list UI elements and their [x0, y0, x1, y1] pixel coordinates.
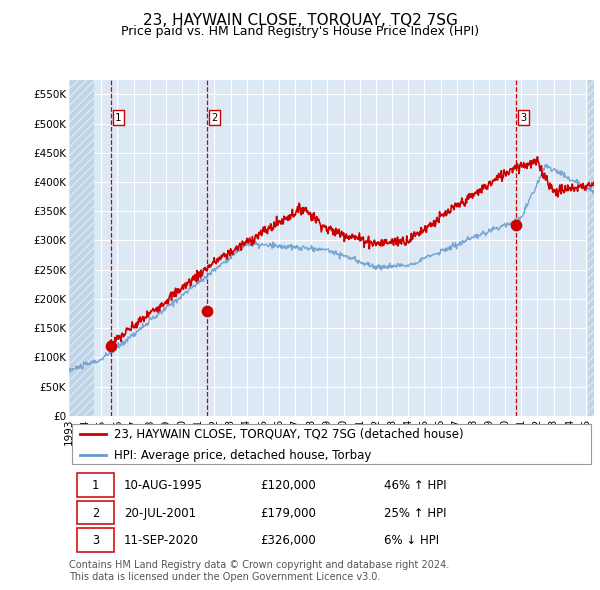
Point: [106, 341, 116, 350]
Text: 10-AUG-1995: 10-AUG-1995: [124, 479, 203, 492]
Text: 1: 1: [115, 113, 121, 123]
Text: 25% ↑ HPI: 25% ↑ HPI: [384, 507, 446, 520]
Bar: [69, 77, 94, 416]
FancyBboxPatch shape: [77, 473, 113, 497]
Text: £326,000: £326,000: [260, 535, 316, 548]
Text: 3: 3: [520, 113, 527, 123]
Bar: [69, 77, 94, 416]
FancyBboxPatch shape: [77, 501, 113, 524]
Text: £120,000: £120,000: [260, 479, 316, 492]
Text: 2: 2: [92, 507, 99, 520]
Point: [512, 221, 521, 230]
Text: 46% ↑ HPI: 46% ↑ HPI: [384, 479, 446, 492]
Bar: [587, 77, 600, 416]
Text: 23, HAYWAIN CLOSE, TORQUAY, TQ2 7SG (detached house): 23, HAYWAIN CLOSE, TORQUAY, TQ2 7SG (det…: [113, 428, 463, 441]
Text: Contains HM Land Registry data © Crown copyright and database right 2024.
This d: Contains HM Land Registry data © Crown c…: [69, 560, 449, 582]
Text: 11-SEP-2020: 11-SEP-2020: [124, 535, 199, 548]
Text: 23, HAYWAIN CLOSE, TORQUAY, TQ2 7SG: 23, HAYWAIN CLOSE, TORQUAY, TQ2 7SG: [143, 13, 457, 28]
Text: 2: 2: [211, 113, 217, 123]
Text: 1: 1: [92, 479, 99, 492]
Text: 3: 3: [92, 535, 99, 548]
Point: [202, 307, 212, 316]
Text: £179,000: £179,000: [260, 507, 317, 520]
FancyBboxPatch shape: [71, 424, 592, 464]
Text: Price paid vs. HM Land Registry's House Price Index (HPI): Price paid vs. HM Land Registry's House …: [121, 25, 479, 38]
FancyBboxPatch shape: [77, 529, 113, 552]
Bar: [587, 77, 600, 416]
Text: 6% ↓ HPI: 6% ↓ HPI: [384, 535, 439, 548]
Text: 20-JUL-2001: 20-JUL-2001: [124, 507, 196, 520]
Text: HPI: Average price, detached house, Torbay: HPI: Average price, detached house, Torb…: [113, 448, 371, 461]
